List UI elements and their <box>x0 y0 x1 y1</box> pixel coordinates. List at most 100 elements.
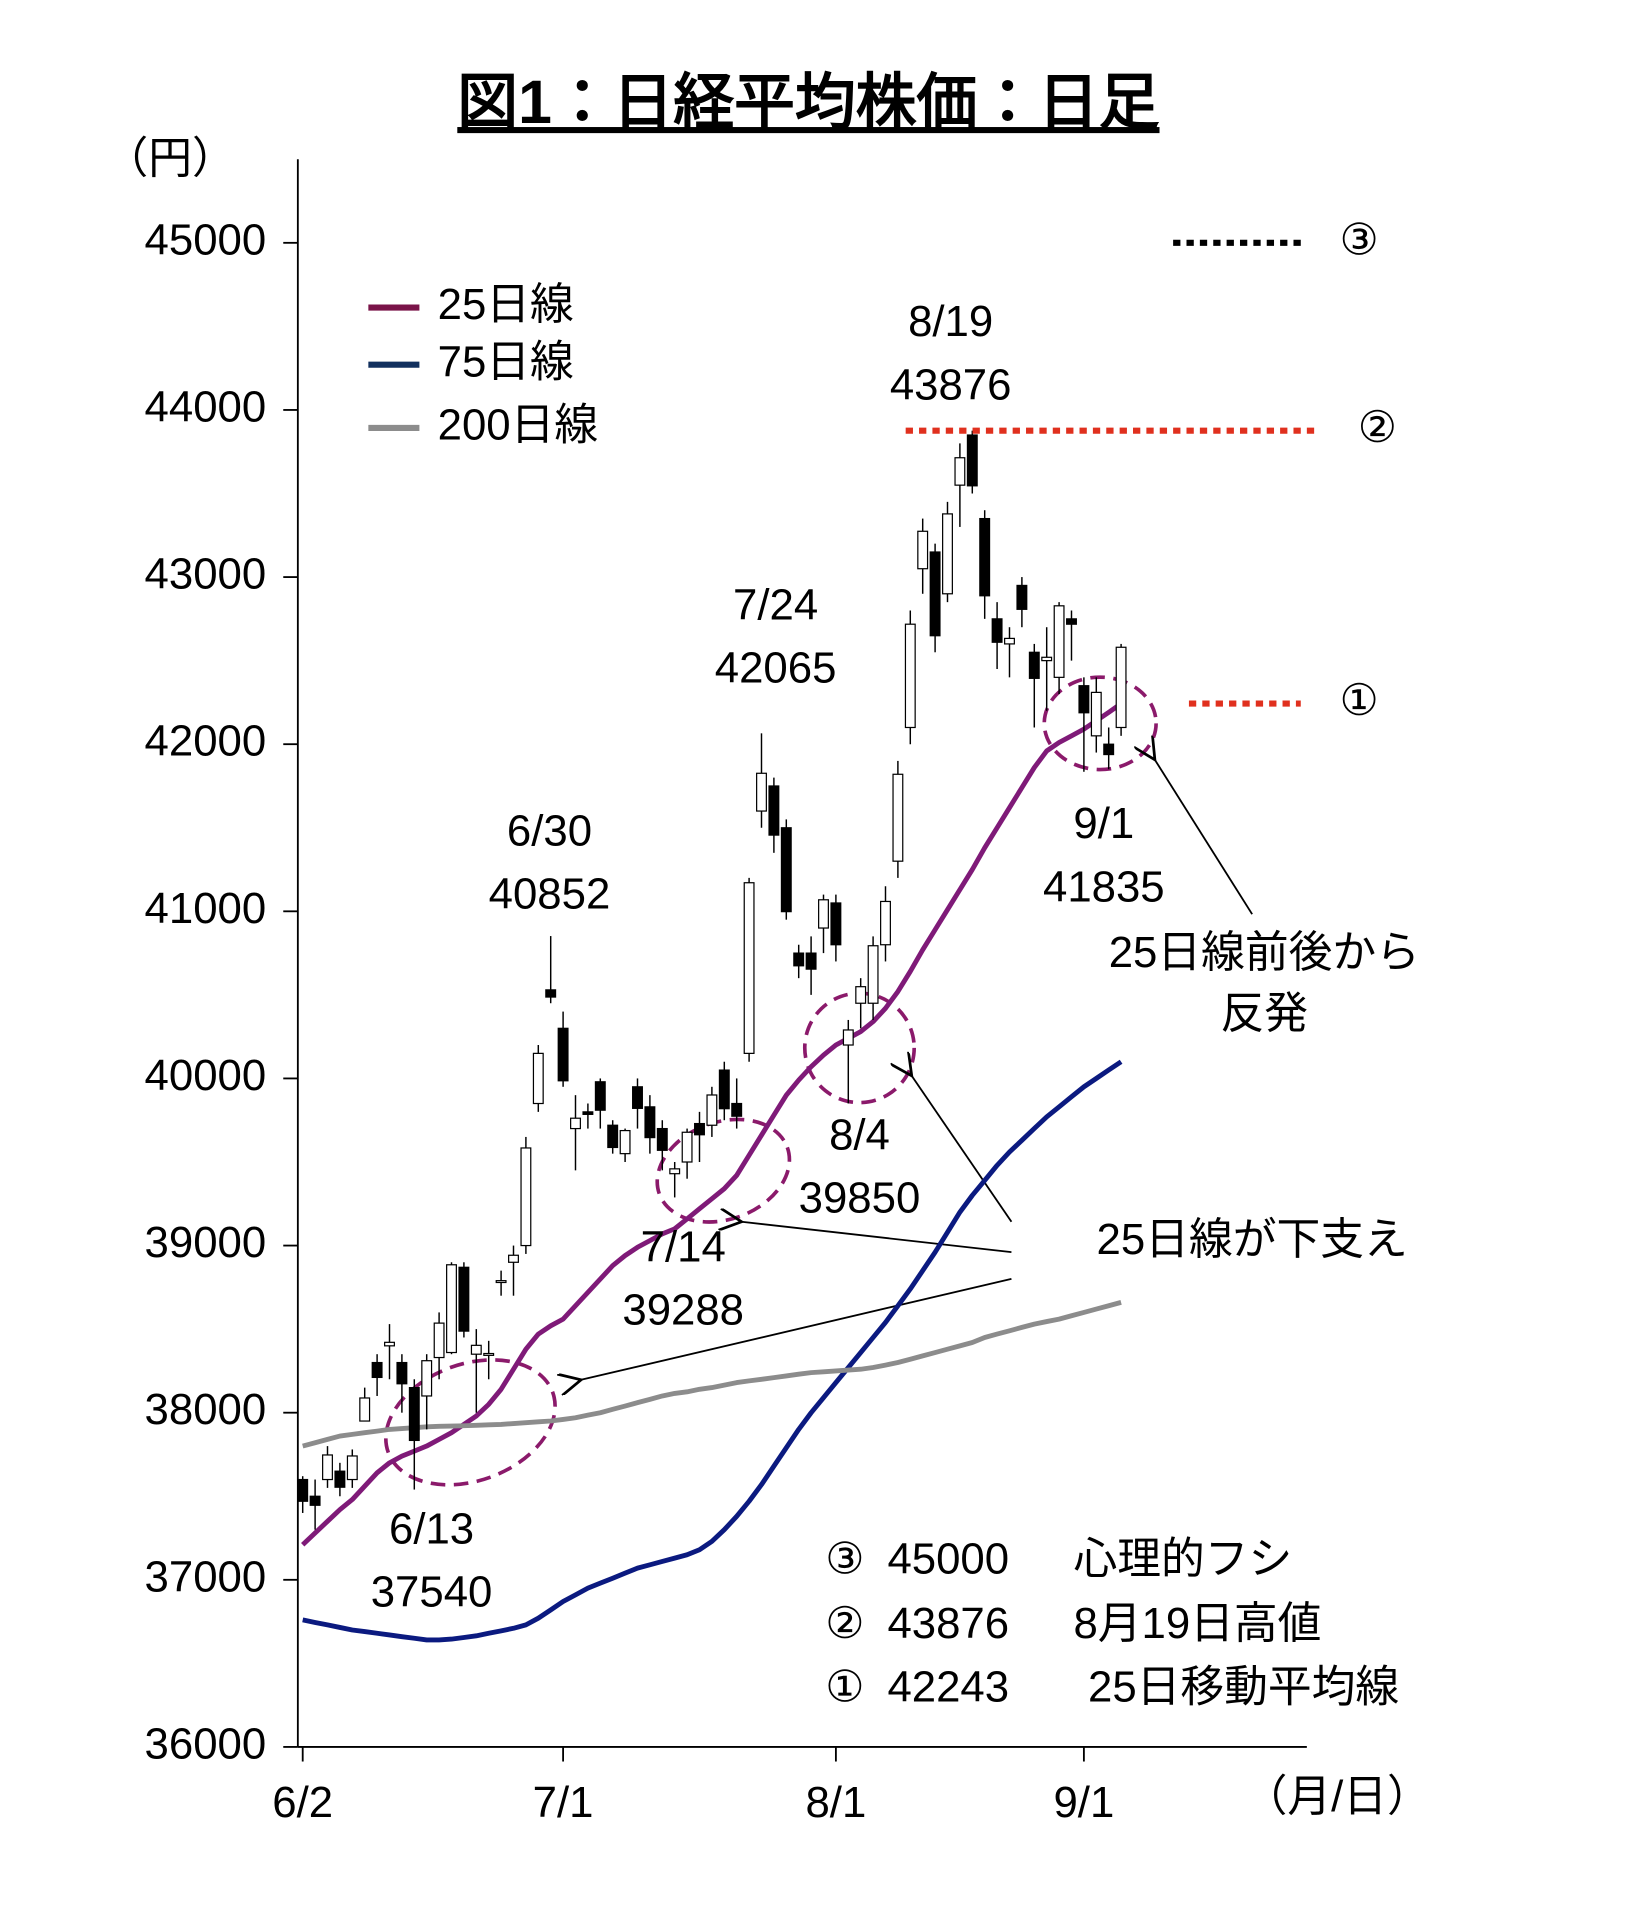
candle-body <box>966 434 978 487</box>
candle-body <box>842 1029 854 1046</box>
candle-body <box>644 1106 656 1139</box>
legend-label: 200日線 <box>438 400 599 449</box>
candle-body <box>483 1352 495 1356</box>
note-text: 25日移動平均線 <box>1088 1662 1399 1711</box>
y-tick-label: 37000 <box>145 1552 267 1601</box>
note-value: 45000 <box>887 1535 1009 1584</box>
annotation-date: 8/19 <box>908 297 993 346</box>
candle-body <box>607 1124 619 1149</box>
legend-label: 25日線 <box>438 280 574 329</box>
candle-body <box>830 902 842 946</box>
candle-body <box>458 1266 470 1332</box>
candle-body <box>433 1322 445 1359</box>
candle-body <box>917 530 929 570</box>
annotation-value: 40852 <box>489 870 611 919</box>
candle-body <box>1078 685 1090 714</box>
y-tick-label: 38000 <box>145 1385 267 1434</box>
candle-body <box>396 1361 408 1385</box>
candle-body <box>495 1280 507 1284</box>
candle-body <box>694 1122 705 1136</box>
candle-body <box>904 623 916 729</box>
arrow <box>581 1278 1012 1380</box>
annotation-value: 37540 <box>371 1568 493 1617</box>
candle-body <box>570 1117 581 1130</box>
candle-body <box>768 785 780 836</box>
annotation-date: 9/1 <box>1073 799 1134 848</box>
reference-marker: ① <box>1340 676 1379 725</box>
arrow <box>742 1222 1012 1254</box>
ma-line <box>302 1300 1122 1449</box>
reference-marker: ③ <box>1340 215 1379 264</box>
arrows <box>581 760 1253 1380</box>
candle-body <box>297 1478 309 1502</box>
arrow <box>1155 760 1253 915</box>
annotation-date: 6/13 <box>389 1504 474 1553</box>
candle-body <box>1090 691 1102 737</box>
annotation-date: 7/24 <box>733 580 818 629</box>
candle-body <box>1041 656 1053 662</box>
candle-body <box>681 1131 693 1163</box>
candle-body <box>731 1102 743 1117</box>
candle-body <box>892 773 904 862</box>
note-marker: ① <box>825 1662 864 1711</box>
candle-body <box>1016 584 1028 610</box>
candle-body <box>309 1495 321 1506</box>
candle-body <box>334 1470 346 1488</box>
chart-title: 図1：日経平均株価：日足 <box>457 68 1159 136</box>
y-tick-label: 36000 <box>145 1719 267 1768</box>
candle-body <box>557 1027 569 1082</box>
candle-body <box>743 882 755 1054</box>
candle-body <box>818 899 829 929</box>
y-tick-label: 39000 <box>145 1218 267 1267</box>
note-value: 43876 <box>887 1599 1009 1648</box>
candle-body <box>718 1069 730 1110</box>
candle-body <box>322 1454 333 1481</box>
legend-label: 75日線 <box>438 337 574 386</box>
candle-body <box>867 945 879 1004</box>
x-unit: （月/日） <box>1244 1772 1431 1821</box>
candle-body <box>384 1341 395 1347</box>
y-tick-label: 42000 <box>145 717 267 766</box>
candle-body <box>582 1111 594 1115</box>
ma-line <box>302 1059 1123 1643</box>
candle-body <box>508 1254 519 1263</box>
candle-body <box>532 1052 544 1105</box>
x-tick-label: 9/1 <box>1053 1778 1114 1827</box>
highlight-ellipse <box>1042 675 1158 772</box>
candle-body <box>954 457 966 486</box>
reference-marker: ② <box>1358 403 1397 452</box>
candle-body <box>756 772 767 812</box>
callout-text: 25日線が下支え <box>1097 1215 1408 1264</box>
candle-body <box>619 1129 631 1155</box>
candle-body <box>1028 651 1040 679</box>
candle-body <box>669 1168 681 1175</box>
y-tick-label: 43000 <box>145 550 267 599</box>
candle-body <box>1066 618 1077 625</box>
note-marker: ② <box>825 1599 864 1648</box>
ma-line <box>301 701 1123 1547</box>
candle-body <box>979 517 991 597</box>
candle-body <box>1115 646 1127 729</box>
x-tick-label: 7/1 <box>533 1778 594 1827</box>
note-text: 8月19日高値 <box>1073 1599 1321 1648</box>
annotation-value: 41835 <box>1043 862 1165 911</box>
annotation-value: 42065 <box>715 644 837 693</box>
x-tick-label: 8/1 <box>805 1778 866 1827</box>
annotation-value: 39850 <box>799 1174 921 1223</box>
candle-body <box>371 1361 383 1379</box>
highlight-ellipse <box>655 1117 792 1224</box>
candle-body <box>520 1147 532 1247</box>
candle-body <box>880 900 891 946</box>
candle-body <box>805 952 817 970</box>
candle-body <box>545 989 557 998</box>
candle-body <box>929 551 941 637</box>
candle-body <box>408 1387 420 1442</box>
candle-body <box>942 513 953 595</box>
y-tick-label: 40000 <box>145 1051 267 1100</box>
annotation-date: 8/4 <box>829 1110 890 1159</box>
candle-body <box>780 827 792 913</box>
note-text: 心理的フシ <box>1073 1535 1292 1584</box>
